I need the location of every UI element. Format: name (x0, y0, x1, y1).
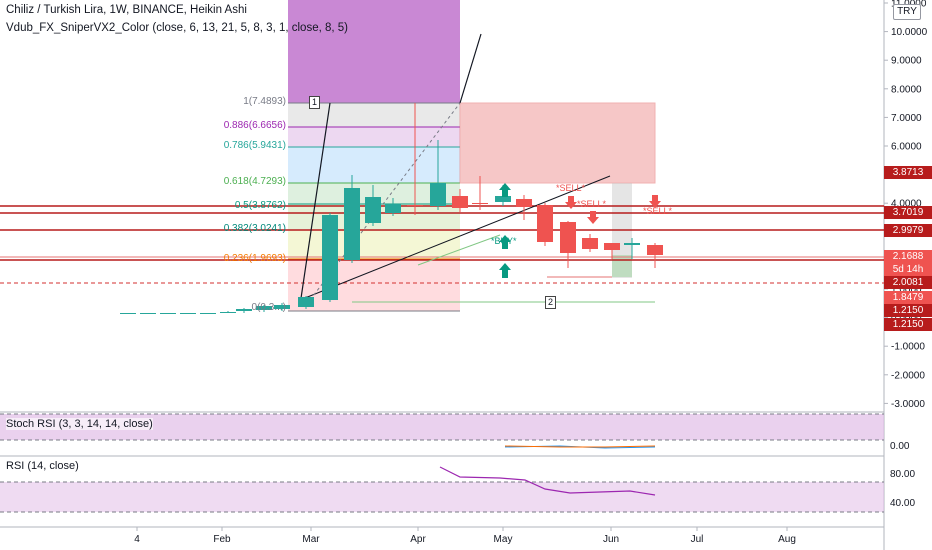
candle-body[interactable] (274, 305, 290, 309)
candle-body[interactable] (120, 313, 136, 314)
time-tick-label: May (494, 534, 513, 545)
price-tag: 5d 14h (884, 263, 932, 276)
candle-body[interactable] (236, 309, 252, 311)
candle-body[interactable] (537, 205, 553, 242)
fib-level-label: 0.886(6.6656) (223, 120, 286, 131)
price-tick-label: 1.0000 (891, 285, 922, 296)
rsi-title[interactable]: RSI (14, close) (6, 460, 79, 472)
time-tick-label: Apr (410, 534, 426, 545)
sell-signal-label: *SELL* (556, 183, 586, 193)
price-tick-label: 6.0000 (891, 142, 922, 153)
green-box[interactable] (612, 255, 632, 277)
time-tick-label: Jun (603, 534, 619, 545)
candle-body[interactable] (407, 205, 423, 206)
time-axis[interactable]: 4 Feb Mar Apr May Jun Jul Aug (134, 527, 796, 545)
price-tag: 1.8479 (884, 291, 932, 304)
trend-lines[interactable] (299, 33, 612, 306)
rsi-line (439, 466, 656, 496)
candle-body[interactable] (472, 203, 488, 204)
drawing-label-1[interactable]: 1 (309, 96, 320, 109)
fib-level-label: 0.5(3.8762) (234, 200, 286, 211)
candle-body[interactable] (385, 204, 401, 213)
candle-body[interactable] (516, 199, 532, 207)
fib-level-label: 0.236(1.9693) (223, 253, 286, 264)
rsi-tick: 40.00 (890, 498, 916, 509)
candle-body[interactable] (560, 222, 576, 253)
price-tick-label: 7.0000 (891, 113, 922, 124)
candle-body[interactable] (582, 238, 598, 249)
price-tag: 2.0081 (884, 276, 932, 289)
time-tick-label: Aug (778, 534, 796, 545)
sell-signal-label: *SELL* (643, 206, 673, 216)
currency-button[interactable]: TRY (893, 4, 921, 20)
price-tag: 2.9979 (884, 224, 932, 237)
candlestick-series[interactable] (120, 103, 663, 314)
price-tick-label: -2.0000 (891, 370, 925, 381)
time-tick-label: Feb (213, 534, 231, 545)
candle-body[interactable] (298, 297, 314, 307)
candle-body[interactable] (200, 313, 216, 314)
candle-body[interactable] (624, 243, 640, 245)
candle-body[interactable] (180, 313, 196, 314)
candle-body[interactable] (140, 313, 156, 314)
rsi-tick: 80.00 (890, 469, 916, 480)
candle-body[interactable] (256, 306, 272, 310)
sell-arrows (565, 195, 661, 224)
time-tick-label: Mar (302, 534, 320, 545)
symbol-title[interactable]: Chiliz / Turkish Lira, 1W, BINANCE, Heik… (6, 4, 247, 16)
fib-level-label: 0(0.3...) (251, 302, 286, 313)
rsi-band (0, 482, 884, 512)
candle-body[interactable] (430, 183, 446, 206)
price-tick-label: -3.0000 (891, 399, 925, 410)
price-axis[interactable]: 11.000010.00009.00008.00007.00006.00005.… (884, 0, 928, 410)
price-tag: 3.7019 (884, 206, 932, 219)
target-zone[interactable] (459, 102, 656, 184)
price-tick-label: -1.0000 (891, 342, 925, 353)
candle-body[interactable] (604, 243, 620, 250)
sell-signal-label: *SELL* (577, 199, 607, 209)
indicator-title[interactable]: Vdub_FX_SniperVX2_Color (close, 6, 13, 2… (6, 22, 349, 34)
buy-signal-label: *BUY* (491, 236, 517, 246)
price-tick-label: 8.0000 (891, 84, 922, 95)
candle-body[interactable] (647, 245, 663, 255)
price-tag: 2.1688 (884, 250, 932, 263)
price-tick-label: 10.0000 (891, 27, 928, 38)
candle-body[interactable] (322, 215, 338, 300)
candle-body[interactable] (344, 188, 360, 260)
stoch-d-line (504, 445, 656, 448)
price-tag: 1.2150 (884, 318, 932, 331)
candle-body[interactable] (495, 196, 511, 202)
candle-body[interactable] (452, 196, 468, 208)
stoch-rsi-tick: 0.00 (890, 441, 910, 452)
price-tick-label: 9.0000 (891, 56, 922, 67)
fib-level-label: 0.786(5.9431) (223, 140, 286, 151)
fib-level-label: 1(7.4893) (243, 96, 286, 107)
fib-level-label: 0.382(3.0241) (223, 223, 286, 234)
candle-body[interactable] (220, 312, 236, 313)
buy-arrows (499, 183, 511, 278)
price-tick-label: 4.0000 (891, 199, 922, 210)
candle-body[interactable] (160, 313, 176, 314)
drawing-label-2[interactable]: 2 (545, 296, 556, 309)
stoch-rsi-title[interactable]: Stoch RSI (3, 3, 14, 14, close) (6, 418, 153, 430)
time-tick-label: Jul (691, 534, 704, 545)
fib-retracement[interactable] (288, 0, 460, 312)
price-tag: 1.2150 (884, 304, 932, 317)
price-tag: 3.8713 (884, 166, 932, 179)
candle-body[interactable] (365, 197, 381, 223)
time-tick-label: 4 (134, 534, 140, 545)
fib-level-label: 0.618(4.7293) (223, 176, 286, 187)
